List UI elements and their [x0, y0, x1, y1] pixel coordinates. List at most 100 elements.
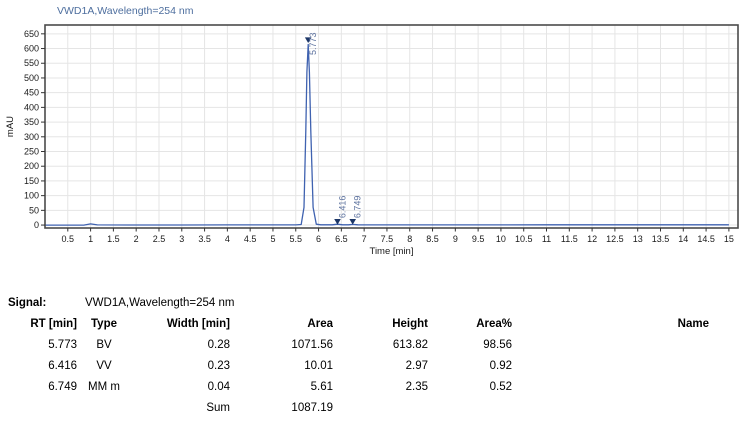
y-tick-label: 400 [24, 102, 39, 112]
table-cell: BV [96, 338, 112, 351]
x-tick-label: 10.5 [515, 234, 533, 244]
y-tick-label: 300 [24, 132, 39, 142]
x-tick-label: 4.5 [244, 234, 257, 244]
table-cell: 0.52 [489, 380, 512, 393]
table-cell: 0.04 [207, 380, 230, 393]
x-tick-label: 3 [179, 234, 184, 244]
x-tick-label: 10 [496, 234, 506, 244]
table-cell: 6.749 [48, 380, 77, 393]
table-cell: 2.97 [405, 359, 428, 372]
y-tick-label: 50 [29, 205, 39, 215]
table-cell: Sum [206, 401, 230, 414]
peak-rt-label: 5.773 [308, 32, 318, 55]
y-tick-label: 100 [24, 191, 39, 201]
x-tick-label: 11 [542, 234, 551, 244]
x-tick-label: 2 [134, 234, 139, 244]
x-tick-label: 14 [678, 234, 688, 244]
x-tick-label: 4 [225, 234, 230, 244]
x-tick-label: 7 [362, 234, 367, 244]
column-header: Height [392, 317, 428, 330]
plot-frame [44, 24, 739, 229]
y-tick-label: 350 [24, 117, 39, 127]
table-cell: 613.82 [392, 338, 428, 351]
table-cell [512, 355, 709, 376]
table-cell [512, 397, 709, 418]
column-header: RT [min] [30, 317, 77, 330]
peak-row: 6.749 MM m 0.04 5.61 2.35 0.52 [0, 376, 750, 397]
y-tick-label: 200 [24, 161, 39, 171]
peak-marker [304, 37, 312, 43]
table-cell: VV [96, 359, 112, 372]
table-cell [512, 376, 709, 397]
peak-rt-label: 6.749 [353, 196, 363, 219]
x-axis-title: Time [min] [370, 246, 414, 257]
peak-rt-label: 6.416 [338, 196, 348, 219]
table-cell: MM m [88, 380, 120, 393]
y-tick-label: 550 [24, 58, 39, 68]
x-tick-label: 8 [407, 234, 412, 244]
x-tick-label: 9.5 [472, 234, 485, 244]
column-header: Area% [476, 317, 512, 330]
table-cell: 1071.56 [291, 338, 333, 351]
chromatogram-chart: 0.5 1 1.5 2 2.5 3 3.5 4 4.5 5 5.5 6 6.5 7 7.5 8 8.5 9 9.5 1… [5, 5, 739, 257]
table-cell: 0.92 [489, 359, 512, 372]
chart-title: VWD1A,Wavelength=254 nm [57, 5, 194, 17]
table-cell: 98.56 [483, 338, 512, 351]
peak-results-table: RT [min] Type Width [min] Area Height Area% Na… [0, 313, 750, 418]
x-tick-label: 5.5 [289, 234, 302, 244]
x-tick-label: 0.5 [62, 234, 75, 244]
x-tick-label: 15 [724, 234, 734, 244]
x-tick-label: 8.5 [426, 234, 439, 244]
x-tick-label: 13 [633, 234, 643, 244]
x-tick-label: 5 [270, 234, 275, 244]
y-tick-label: 250 [24, 147, 39, 157]
signal-row: Signal: VWD1A,Wavelength=254 nm [0, 293, 750, 314]
y-tick-label: 650 [24, 29, 39, 39]
y-tick-label: 450 [24, 88, 39, 98]
table-cell: 0.28 [207, 338, 230, 351]
table-cell [77, 397, 131, 418]
chromatogram-trace [45, 43, 729, 226]
x-tick-label: 3.5 [198, 234, 211, 244]
peak-table-header-row: RT [min] Type Width [min] Area Height Area% Na… [0, 313, 750, 334]
x-tick-label: 12 [587, 234, 597, 244]
table-cell [333, 397, 428, 418]
peak-marker [349, 219, 356, 225]
x-tick-label: 6.5 [335, 234, 348, 244]
table-cell: 5.61 [310, 380, 333, 393]
peak-table-header: RT [min] Type Width [min] Area Height Area% Na… [0, 313, 750, 334]
y-tick-label: 150 [24, 176, 39, 186]
table-cell: 1087.19 [291, 401, 333, 414]
plot-background [45, 25, 738, 228]
table-cell: 6.416 [48, 359, 77, 372]
x-tick-label: 12.5 [606, 234, 624, 244]
y-tick-label: 600 [24, 44, 39, 54]
signal-value: VWD1A,Wavelength=254 nm [85, 297, 235, 309]
table-cell [0, 397, 77, 418]
x-tick-label: 14.5 [697, 234, 715, 244]
table-cell [428, 397, 512, 418]
sum-row: Sum 1087.19 [0, 397, 750, 418]
peak-row: 6.416 VV 0.23 10.01 2.97 0.92 [0, 355, 750, 376]
column-header: Area [307, 317, 333, 330]
table-cell: 2.35 [405, 380, 428, 393]
table-cell: 5.773 [48, 338, 77, 351]
table-cell [512, 334, 709, 355]
column-header: Type [91, 317, 117, 330]
peak-marker [334, 219, 341, 225]
x-tick-label: 11.5 [561, 234, 578, 244]
x-tick-label: 6 [316, 234, 321, 244]
peak-table-body: 5.773 BV 0.28 1071.56 613.82 98.56 6.416 VV 0.23… [0, 334, 750, 418]
table-cell: 10.01 [304, 359, 333, 372]
x-tick-label: 2.5 [153, 234, 166, 244]
y-tick-label: 500 [24, 73, 39, 83]
x-tick-label: 13.5 [652, 234, 670, 244]
table-cell: 0.23 [207, 359, 230, 372]
signal-label: Signal: [8, 297, 47, 309]
x-tick-label: 7.5 [381, 234, 394, 244]
column-header: Name [677, 317, 709, 330]
peak-row: 5.773 BV 0.28 1071.56 613.82 98.56 [0, 334, 750, 355]
y-tick-label: 0 [34, 220, 39, 230]
column-header: Width [min] [166, 317, 230, 330]
